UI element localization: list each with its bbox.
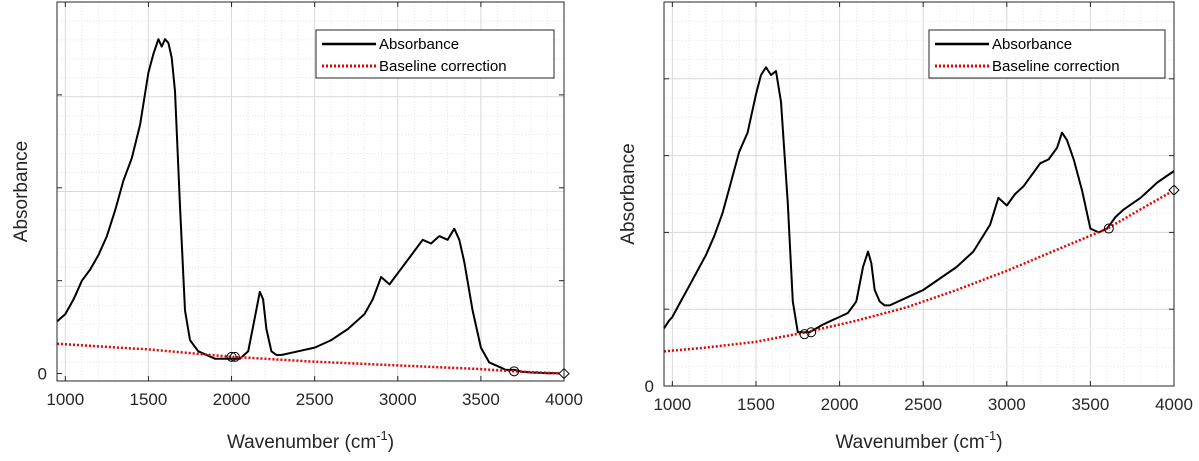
series-absorbance-line bbox=[56, 38, 565, 375]
legend-box bbox=[928, 29, 1166, 79]
anchor-point-marker bbox=[226, 351, 237, 362]
legend: Absorbance Baseline correction bbox=[315, 29, 555, 79]
x-axis-label-close: ) bbox=[388, 432, 394, 453]
axes-box bbox=[56, 1, 565, 382]
y-axis-label: Absorbance bbox=[618, 143, 639, 244]
legend-entry: Absorbance bbox=[992, 36, 1072, 53]
x-tick-label: 2000 bbox=[213, 390, 251, 409]
x-tick-label: 2000 bbox=[821, 395, 859, 414]
legend: Absorbance Baseline correction bbox=[928, 29, 1166, 79]
chart-2: 1000 1500 2000 2500 3000 3500 4000 0 Wavenumber … bbox=[618, 1, 1193, 453]
x-tick-label: 1000 bbox=[653, 395, 691, 414]
legend-entry: Absorbance bbox=[379, 36, 459, 53]
series-absorbance-line bbox=[663, 66, 1175, 334]
x-tick-label: 4000 bbox=[1155, 395, 1193, 414]
x-tick-label: 3500 bbox=[1071, 395, 1109, 414]
legend-entry: Baseline correction bbox=[992, 58, 1120, 75]
x-axis-label-text: Wavenumber (cm bbox=[835, 432, 984, 453]
x-axis-label-close: ) bbox=[996, 432, 1002, 453]
x-tick-label: 2500 bbox=[296, 390, 334, 409]
x-axis-label: Wavenumber (cm-1) bbox=[227, 428, 394, 453]
x-tick-label: 3500 bbox=[462, 390, 500, 409]
x-axis-label-superscript: -1 bbox=[985, 428, 997, 443]
x-axis-label-superscript: -1 bbox=[376, 428, 388, 443]
grid bbox=[57, 1, 565, 382]
series-baseline-correction-line bbox=[56, 342, 565, 375]
anchor-point-marker bbox=[1103, 223, 1114, 234]
x-axis-label: Wavenumber (cm-1) bbox=[835, 428, 1002, 453]
x-axis-label-text: Wavenumber (cm bbox=[227, 432, 376, 453]
chart-1: 1000 1500 2000 2500 3000 3500 4000 0 Wavenumber … bbox=[11, 1, 583, 453]
x-tick-label: 1500 bbox=[737, 395, 775, 414]
x-tick-label: 4000 bbox=[545, 390, 583, 409]
x-tick-label: 1500 bbox=[130, 390, 168, 409]
x-tick-label: 1000 bbox=[46, 390, 84, 409]
x-tick-label: 3000 bbox=[379, 390, 417, 409]
anchor-point-marker bbox=[806, 327, 817, 338]
y-tick-label: 0 bbox=[645, 377, 654, 396]
legend-entry: Baseline correction bbox=[379, 58, 507, 75]
y-tick-label: 0 bbox=[38, 365, 47, 384]
anchor-point-marker bbox=[509, 366, 520, 377]
axes-box bbox=[663, 1, 1175, 387]
x-tick-label: 2500 bbox=[904, 395, 942, 414]
y-axis-label: Absorbance bbox=[11, 141, 32, 242]
anchor-point-marker bbox=[229, 351, 240, 362]
x-tick-label: 3000 bbox=[988, 395, 1026, 414]
anchor-point-marker bbox=[799, 329, 810, 340]
legend-box bbox=[315, 29, 555, 79]
